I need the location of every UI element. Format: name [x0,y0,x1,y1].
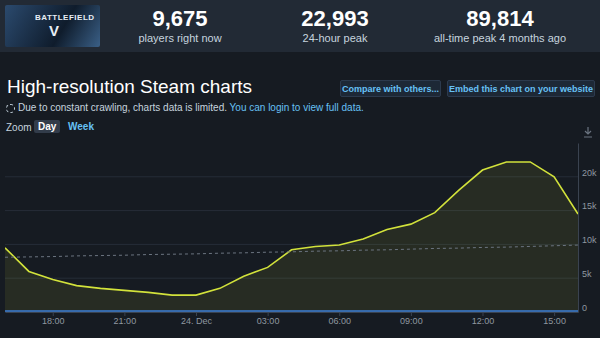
tick-mark [483,312,484,316]
stat-label: 24-hour peak [245,31,425,45]
header-bar: BATTLEFIELDV9,675players right now22,993… [0,0,600,52]
stat-value: 22,993 [245,7,425,31]
notice-link[interactable]: You can login to view full data. [230,102,364,113]
zoom-option[interactable]: Week [64,120,98,133]
grid-line [5,312,578,313]
tick: 03:00 [257,312,280,326]
tick: 10k [578,235,597,245]
tick: 06:00 [328,312,351,326]
tick: 18:00 [42,312,65,326]
tick-label: 20k [582,168,597,178]
page-title: High-resolution Steam charts [7,76,252,98]
tick-mark [411,312,412,316]
tick-label: 09:00 [400,316,423,326]
stat: 9,675players right now [90,7,270,45]
tick-label: 12:00 [472,316,495,326]
stat: 89,814all-time peak 4 months ago [410,7,590,45]
axis-line [578,144,579,313]
logo-text: BATTLEFIELD [35,13,95,22]
y-axis: 0 5k 10k 15k 20k [578,144,597,313]
tick: 21:00 [114,312,137,326]
tick-mark [268,312,269,316]
tick-label: 10k [582,235,597,245]
notice-text: Due to constant crawling, charts data is… [18,102,227,113]
tick: 24. Dec [181,312,213,326]
button[interactable]: Compare with others... [340,80,441,97]
tick-mark [124,312,125,316]
tick: 09:00 [400,312,423,326]
notice-icon [6,104,15,113]
tick: 15:00 [543,312,566,326]
stat-label: players right now [90,31,270,45]
tick-mark [339,312,340,316]
tick-mark [53,312,54,316]
tick-mark [554,312,555,316]
line [5,245,578,257]
tick: 20k [578,168,597,178]
line [5,162,578,295]
download-icon[interactable] [584,127,592,137]
tick-label: 24. Dec [181,316,213,326]
tick: 12:00 [472,312,495,326]
zoom-label: Zoom [6,122,32,133]
tick: 0 [578,303,587,313]
notice: Due to constant crawling, charts data is… [18,102,364,113]
stat-value: 89,814 [410,7,590,31]
tick-label: 21:00 [114,316,137,326]
area [5,162,578,312]
line [5,310,578,312]
tick-label: 03:00 [257,316,280,326]
stat-label: all-time peak 4 months ago [410,31,590,45]
tick-label: 18:00 [42,316,65,326]
logo-text: V [49,22,60,39]
game-logo: BATTLEFIELDV [5,5,100,47]
tick: 5k [578,269,592,279]
tick-label: 15:00 [543,316,566,326]
stat-value: 9,675 [90,7,270,31]
tick-label: 5k [582,269,592,279]
tick-label: 06:00 [328,316,351,326]
chart: 18:00 21:00 24. Dec 03:00 06:00 09:00 12:00 15:… [0,0,600,338]
x-axis: 18:00 21:00 24. Dec 03:00 06:00 09:00 12:00 15:… [6,312,579,326]
stat: 22,99324-hour peak [245,7,425,45]
button[interactable]: Embed this chart on your website [447,80,595,97]
spacer [227,102,230,113]
tick-label: 15k [582,201,597,211]
tick: 15k [578,201,597,211]
zoom-option[interactable]: Day [34,120,60,133]
tick-label: 0 [582,303,587,313]
plot-marks [5,162,578,312]
axis-line [6,312,579,313]
tick-mark [196,312,197,316]
